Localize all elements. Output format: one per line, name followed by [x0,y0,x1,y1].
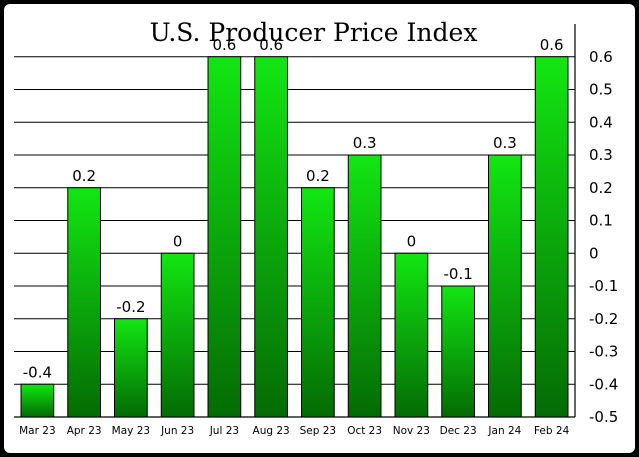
bar [441,285,475,418]
data-label: 0.2 [72,167,96,185]
data-label: 0.6 [212,36,236,54]
y-tick-label: 0.6 [589,48,613,66]
bar-chart: -0.40.2-0.200.6 0.60.20.30-0.10.30.6 0.60… [14,24,618,437]
y-tick-label: 0.5 [589,81,613,99]
data-label: 0.2 [306,167,330,185]
chart-title: U.S. Producer Price Index [149,18,478,47]
data-label: 0.3 [353,134,377,152]
data-label: 0 [407,232,417,250]
data-label: -0.1 [443,265,472,283]
data-labels: -0.4 0.2 -0.2 0 0.6 0.6 0.2 0.3 0 -0.1 0.3 0.6 [23,36,564,382]
bar [301,187,335,418]
bar [160,252,195,418]
y-tick-label: -0.2 [589,310,618,328]
data-label: -0.4 [23,363,52,381]
y-tick-label: -0.1 [589,277,618,295]
x-tick-label: May 23 [112,425,150,437]
x-tick-label: Oct 23 [347,425,382,437]
bar [67,187,101,418]
y-tick-label: 0.1 [589,212,613,230]
bar [347,154,382,418]
bar [254,56,288,418]
data-label: -0.2 [116,298,145,316]
x-tick-label: Aug 23 [253,425,290,437]
bar [488,154,522,418]
y-tick-label: -0.4 [589,375,618,393]
y-tick-label: 0.2 [589,179,613,197]
x-tick-label: Mar 23 [19,425,56,437]
data-label: 0.6 [540,36,564,54]
x-tick-label: Nov 23 [393,425,430,437]
x-axis: Mar 23 Apr 23 May 23 Jun 23 Jul 23 Aug 23 Sep … [19,425,569,437]
x-tick-label: Jan 24 [487,425,521,437]
data-label: 0.3 [493,134,517,152]
x-tick-label: Jul 23 [209,425,239,437]
data-label: 0.6 [259,36,283,54]
bars [20,56,569,418]
data-label: 0 [173,232,183,250]
y-axis: 0.6 0.5 0.4 0.3 0.2 0.1 0 -0.1 -0.2 -0.3 -0.4 -0.5 [589,48,618,426]
bar [534,56,569,418]
gridlines [14,24,576,418]
chart-frame: U.S. Producer Price Index -0.4 0.2 -0.2 0 0.… [4,4,635,453]
x-tick-label: Feb 24 [534,425,570,437]
y-tick-label: 0.4 [589,113,613,131]
bar [114,318,148,418]
y-tick-label: -0.5 [589,408,618,426]
x-tick-label: Apr 23 [67,425,102,437]
y-tick-label: 0 [589,244,599,262]
bar [207,56,242,418]
bar [20,383,55,418]
y-tick-label: -0.3 [589,343,618,361]
y-tick-label: 0.3 [589,146,613,164]
bar [394,252,429,418]
x-tick-label: Dec 23 [440,425,477,437]
x-tick-label: Jun 23 [160,425,194,437]
x-tick-label: Sep 23 [300,425,337,437]
